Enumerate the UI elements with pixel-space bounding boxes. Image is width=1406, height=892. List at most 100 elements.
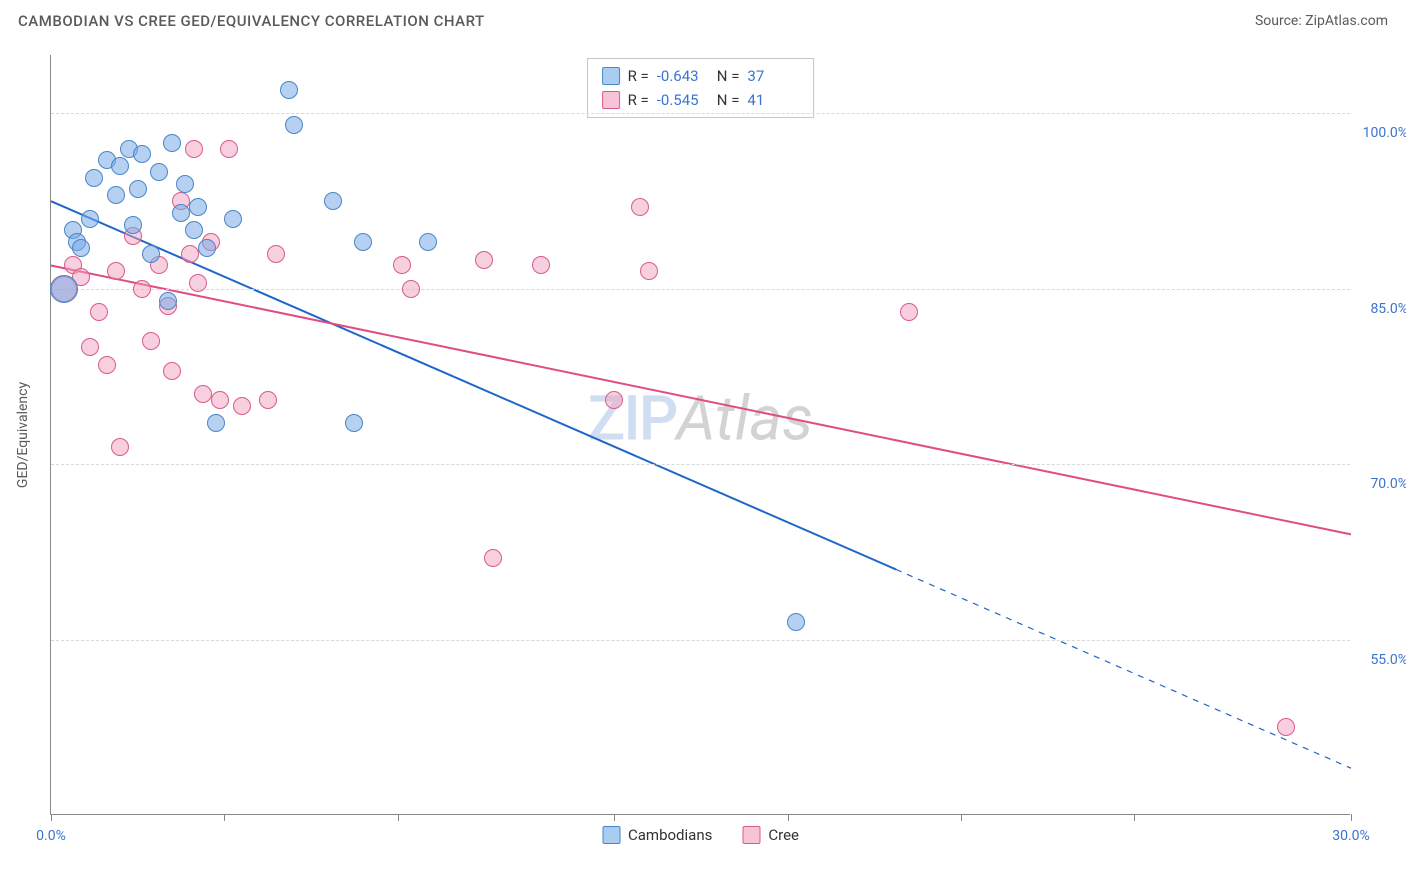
data-point [354,233,372,251]
trend-line [51,201,896,569]
data-point [185,221,203,239]
x-tick [51,814,52,821]
legend-swatch [602,826,620,844]
gridline [51,289,1350,290]
data-point [189,274,207,292]
data-point [605,391,623,409]
data-point [324,192,342,210]
x-tick-label: 30.0% [1332,828,1370,844]
data-point [111,438,129,456]
data-point [233,397,251,415]
data-point [98,356,116,374]
data-point [475,251,493,269]
y-tick-label: 100.0% [1363,125,1406,141]
y-tick-label: 85.0% [1370,301,1406,317]
data-point [90,303,108,321]
data-point [393,256,411,274]
legend-swatch [742,826,760,844]
legend-label: Cambodians [628,826,712,844]
data-point [345,414,363,432]
data-point [107,262,125,280]
data-point [787,613,805,631]
data-point [198,239,216,257]
x-tick [961,814,962,821]
data-point [259,391,277,409]
data-point [81,210,99,228]
data-point [181,245,199,263]
data-point [142,332,160,350]
data-point [280,81,298,99]
gridline [51,640,1350,641]
data-point [631,198,649,216]
legend-item: Cree [742,826,799,844]
chart-title: CAMBODIAN VS CREE GED/EQUIVALENCY CORREL… [18,12,485,30]
scatter-chart: GED/Equivalency ZIPAtlas R =-0.643N =37R… [50,55,1350,815]
x-tick [788,814,789,821]
data-point [176,175,194,193]
trend-line-extrapolated [896,569,1351,768]
data-point [159,292,177,310]
data-point [220,140,238,158]
data-point [85,169,103,187]
data-point [111,157,129,175]
stats-row: R = -0.643 N = 37 [602,64,800,88]
data-point [419,233,437,251]
stats-row: R = -0.545 N = 41 [602,88,800,112]
r-label: R = [628,64,649,88]
data-point [189,198,207,216]
n-value: 37 [747,64,799,88]
watermark-zip: ZIP [588,383,677,456]
legend-item: Cambodians [602,826,712,844]
data-point [224,210,242,228]
r-label: R = [628,88,649,112]
n-label: N = [717,64,740,88]
data-point [133,145,151,163]
series-swatch [602,91,620,109]
r-value: -0.643 [657,64,709,88]
data-point [640,262,658,280]
y-tick-label: 55.0% [1370,652,1406,668]
correlation-stats-box: R = -0.643 N = 37 R = -0.545 N = 41 [587,58,815,118]
n-value: 41 [747,88,799,112]
data-point [267,245,285,263]
data-point [163,362,181,380]
x-tick [614,814,615,821]
data-point [1277,718,1295,736]
legend-label: Cree [768,826,799,844]
data-point [402,280,420,298]
x-tick-label: 0.0% [36,828,66,844]
n-label: N = [717,88,740,112]
data-point [172,204,190,222]
data-point [129,180,147,198]
data-point [107,186,125,204]
series-swatch [602,67,620,85]
watermark-atlas: Atlas [676,383,813,456]
gridline [51,464,1350,465]
data-point [163,134,181,152]
y-axis-label: GED/Equivalency [15,381,31,487]
data-point [81,338,99,356]
data-point [211,391,229,409]
data-point [900,303,918,321]
data-point [532,256,550,274]
data-point [142,245,160,263]
data-point [50,275,78,303]
data-point [207,414,225,432]
data-point [150,163,168,181]
trend-lines-layer [51,55,1350,814]
x-tick [398,814,399,821]
data-point [185,140,203,158]
series-legend: Cambodians Cree [602,826,799,844]
y-tick-label: 70.0% [1370,476,1406,492]
data-point [285,116,303,134]
x-tick [1134,814,1135,821]
data-point [72,239,90,257]
gridline [51,113,1350,114]
chart-header: CAMBODIAN VS CREE GED/EQUIVALENCY CORREL… [0,0,1406,38]
r-value: -0.545 [657,88,709,112]
x-tick [1351,814,1352,821]
data-point [194,385,212,403]
source-attribution: Source: ZipAtlas.com [1255,13,1388,29]
x-tick [224,814,225,821]
data-point [484,549,502,567]
